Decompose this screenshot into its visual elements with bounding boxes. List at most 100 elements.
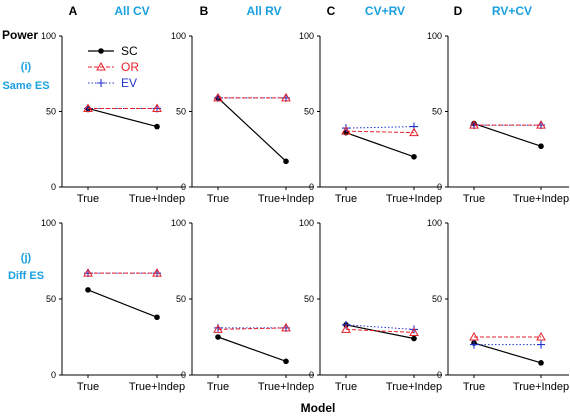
series-or-point	[281, 322, 291, 332]
x-tick-label: True+Indep	[386, 381, 442, 393]
legend-marker-sc	[98, 48, 104, 54]
y-tick-label: 100	[171, 31, 186, 41]
panel-a-i: 0 50 100 True True+Indep SC OR EV	[41, 31, 185, 205]
y-tick-label: 0	[309, 182, 314, 192]
series-sc-point	[215, 334, 221, 340]
series-or-point	[536, 331, 546, 341]
legend-marker-or	[96, 61, 106, 71]
y-tick-label: 50	[46, 294, 56, 304]
series-or-line	[217, 327, 287, 330]
series-sc-point	[154, 123, 160, 130]
x-tick-label: True	[463, 381, 485, 393]
series-or-point	[152, 268, 162, 277]
series-sc-line	[473, 342, 542, 364]
col-letter-a: A	[69, 4, 78, 18]
col-letter-b: B	[200, 4, 209, 18]
x-axis-title: Model	[301, 401, 336, 415]
y-tick-label: 50	[176, 294, 186, 304]
y-tick-label: 50	[304, 107, 314, 117]
y-tick-label: 100	[427, 31, 442, 41]
col-letter-c: C	[327, 4, 336, 18]
series-sc-line	[473, 123, 542, 147]
series-ev-line	[345, 126, 415, 129]
y-tick-label: 50	[432, 107, 442, 117]
x-tick-label: True	[77, 381, 99, 393]
row-label-letter-i: (i)	[21, 61, 32, 73]
y-tick-label: 100	[299, 31, 314, 41]
series-or-point	[409, 127, 419, 137]
series-or-point	[83, 103, 93, 112]
series-sc-point	[283, 358, 289, 365]
row-label-letter-j: (j)	[21, 252, 32, 264]
series-or-point	[281, 92, 291, 102]
x-tick-label: True+Indep	[129, 193, 185, 205]
legend-label-or: OR	[121, 60, 139, 74]
series-or-line	[345, 328, 415, 333]
x-tick-label: True	[77, 193, 99, 205]
row-label-text-i: Same ES	[2, 80, 49, 92]
series-or-point	[469, 331, 479, 341]
panel-c-i: 0 50 100 True True+Indep	[299, 31, 442, 205]
x-tick-label: True+Indep	[258, 193, 314, 205]
y-tick-label: 100	[427, 218, 442, 228]
y-tick-label: 0	[51, 370, 56, 380]
col-title-c: CV+RV	[365, 4, 405, 18]
x-tick-label: True	[335, 193, 357, 205]
series-or-point	[152, 103, 162, 112]
y-tick-label: 0	[309, 370, 314, 380]
x-tick-label: True+Indep	[513, 381, 569, 393]
series-or-point	[341, 324, 351, 333]
series-sc-point	[85, 287, 91, 293]
legend-label-ev: EV	[121, 76, 137, 90]
series-or-point	[213, 324, 223, 333]
panel-d-j: 0 50 100 True True+Indep	[427, 218, 569, 393]
series-sc-point	[538, 360, 544, 366]
y-tick-label: 100	[41, 31, 56, 41]
col-letter-d: D	[454, 4, 463, 18]
col-title-d: RV+CV	[492, 4, 532, 18]
legend-marker-ev	[97, 79, 105, 87]
x-tick-label: True	[335, 381, 357, 393]
y-tick-label: 0	[181, 182, 186, 192]
series-sc-line	[217, 97, 287, 162]
x-tick-label: True	[207, 193, 229, 205]
series-sc-line	[87, 107, 158, 128]
series-sc-line	[345, 132, 415, 158]
series-or-point	[213, 92, 223, 102]
legend-label-sc: SC	[121, 44, 138, 58]
series-or-point	[83, 268, 93, 277]
series-or-point	[341, 126, 351, 135]
series-or-line	[345, 130, 415, 134]
y-tick-label: 100	[171, 218, 186, 228]
series-sc-point	[411, 335, 417, 342]
x-tick-label: True	[463, 193, 485, 205]
series-sc-line	[217, 336, 287, 362]
y-tick-label: 50	[304, 294, 314, 304]
series-sc-line	[87, 289, 158, 318]
y-tick-label: 0	[437, 370, 442, 380]
legend: SC OR EV	[88, 44, 139, 90]
col-title-b: All RV	[246, 4, 281, 18]
col-title-a: All CV	[114, 4, 149, 18]
y-axis-title: Power	[2, 28, 38, 42]
series-ev-point	[537, 340, 545, 349]
series-ev-point	[470, 340, 478, 349]
y-tick-label: 100	[299, 218, 314, 228]
panels: 0 50 100 True True+Indep SC OR EV 0 50 100 True True…	[41, 31, 569, 393]
series-sc-point	[154, 314, 160, 321]
panel-b-j: 0 50 100 True True+Indep	[171, 218, 314, 393]
series-or-point	[536, 120, 546, 129]
y-tick-label: 0	[181, 370, 186, 380]
series-ev-line	[345, 324, 415, 330]
y-tick-label: 0	[437, 182, 442, 192]
row-label-text-j: Diff ES	[8, 270, 44, 282]
series-sc-line	[345, 324, 415, 340]
panel-b-i: 0 50 100 True True+Indep	[171, 31, 314, 205]
series-sc-point	[411, 154, 417, 160]
y-tick-label: 50	[432, 294, 442, 304]
panel-d-i: 0 50 100 True True+Indep	[427, 31, 569, 205]
y-tick-label: 50	[46, 107, 56, 117]
series-or-point	[409, 327, 419, 336]
x-tick-label: True	[207, 381, 229, 393]
